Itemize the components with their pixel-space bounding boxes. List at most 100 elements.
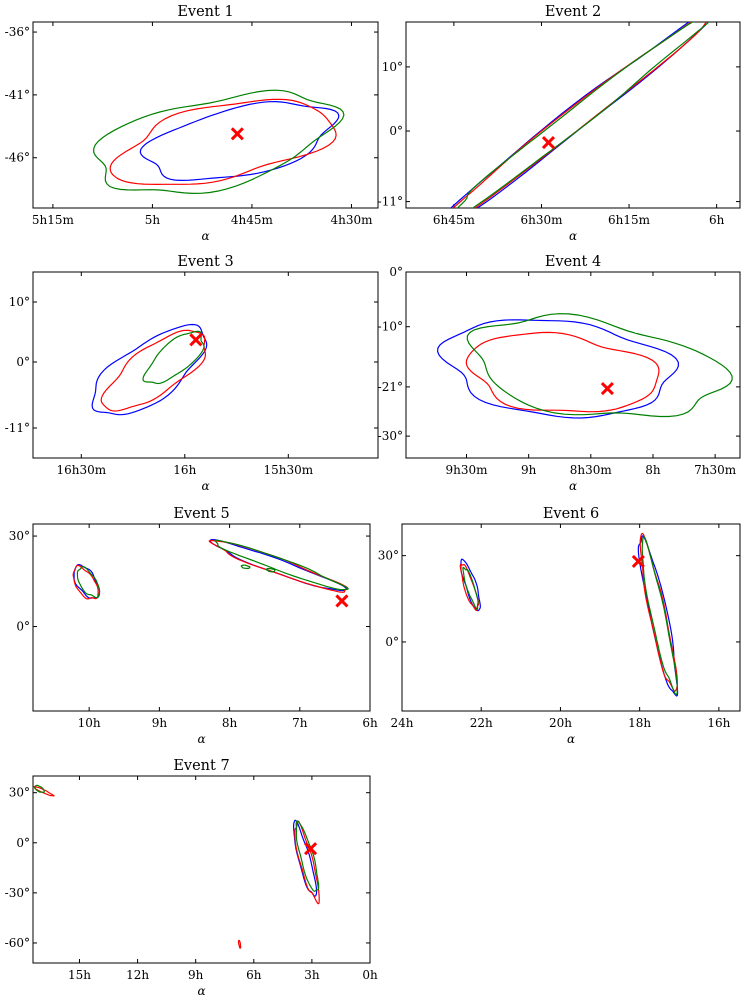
contour-blue (91, 323, 208, 416)
x-tick-label: 5h15m (32, 213, 75, 227)
contours (72, 539, 349, 600)
chart-title: Event 2 (545, 4, 601, 20)
panel-7: Event 7 15h 12h 9h 6h 3h 0h 30° 0° -30° -60° α (5, 758, 378, 998)
plot-frame (401, 523, 741, 712)
contour-green (466, 313, 733, 418)
plot-frame (32, 523, 371, 712)
contour-red (72, 564, 99, 600)
x-tick-label: 9h (521, 463, 537, 477)
chart-title: Event 3 (177, 254, 233, 270)
x-tick-label: 6h (709, 213, 725, 227)
y-tick-label: -21° (378, 380, 403, 394)
y-tick-label: 30° (378, 549, 399, 563)
x-tick-label: 7h30m (694, 463, 737, 477)
x-tick-label: 3h (304, 968, 320, 982)
y-tick-label: -10° (378, 320, 403, 334)
x-tick-label: 6h (246, 968, 262, 982)
chart-title: Event 1 (177, 4, 233, 20)
plot-frame (32, 271, 379, 459)
contour-blue (436, 319, 680, 419)
x-axis-label: α (201, 479, 209, 493)
x-tick-label: 8h (645, 463, 661, 477)
source-marker (600, 381, 614, 396)
x-axis-label: α (569, 479, 577, 493)
contour-red (237, 939, 242, 949)
y-tick-label: -60° (5, 936, 30, 950)
contour-red (465, 331, 660, 413)
marker-stroke (600, 381, 614, 396)
y-tick-label: -46° (5, 151, 30, 165)
y-tick-label: 30° (9, 786, 30, 800)
y-tick-label: 0° (16, 836, 30, 850)
y-tick-label: -11° (5, 421, 30, 435)
x-tick-label: 15h30m (263, 463, 313, 477)
x-tick-label: 8h (222, 716, 238, 730)
marker-stroke (304, 842, 318, 856)
y-tick-label: 10° (382, 60, 403, 74)
panel-6: Event 6 24h 22h 20h 18h 16h 30° 0° α (378, 506, 741, 746)
x-tick-label: 12h (126, 968, 149, 982)
marker-stroke (230, 127, 244, 141)
chart-title: Event 5 (173, 506, 229, 522)
source-marker (631, 554, 645, 568)
x-tick-label: 6h30m (520, 213, 563, 227)
x-tick-label: 9h (152, 716, 168, 730)
source-marker (189, 333, 203, 347)
chart-title: Event 6 (543, 506, 599, 522)
contours (91, 323, 208, 416)
contour-green (93, 89, 345, 195)
contour-green (462, 566, 479, 611)
x-tick-label: 16h30m (56, 463, 106, 477)
panel-3: Event 3 16h30m 16h 15h30m 10° 0° -11° α (5, 254, 379, 493)
x-tick-label: 10h (78, 716, 101, 730)
contours (459, 532, 679, 697)
plot-frame (405, 21, 741, 209)
x-tick-label: 0h (362, 968, 378, 982)
y-tick-label: 10° (9, 295, 30, 309)
y-tick-label: -30° (5, 886, 30, 900)
x-tick-label: 4h30m (330, 213, 373, 227)
contour-green (240, 564, 251, 570)
marker-stroke (189, 333, 203, 347)
x-axis-label: α (197, 984, 205, 998)
y-tick-label: 0° (389, 124, 403, 138)
y-tick-label: 30° (9, 529, 30, 543)
source-marker (335, 594, 349, 608)
x-tick-label: 9h30m (445, 463, 488, 477)
x-tick-label: 22h (470, 716, 493, 730)
x-tick-label: 5h (145, 213, 161, 227)
contour-green (34, 784, 45, 793)
chart-title: Event 4 (545, 254, 601, 270)
y-tick-label: 0° (16, 620, 30, 634)
y-tick-label: 0° (385, 635, 399, 649)
contour-green (295, 820, 320, 892)
contour-green (214, 539, 349, 591)
x-tick-label: 4h45m (231, 213, 274, 227)
source-marker (304, 842, 318, 856)
contour-green (76, 566, 101, 599)
chart-title: Event 7 (173, 758, 229, 774)
contour-red (109, 98, 337, 186)
contour-red (100, 329, 207, 412)
x-tick-label: 6h15m (608, 213, 651, 227)
contours (33, 784, 320, 949)
marker-stroke (541, 136, 556, 150)
y-tick-label: 0° (389, 265, 403, 279)
y-tick-label: 0° (16, 355, 30, 369)
contours (93, 89, 345, 195)
contour-blue (139, 100, 340, 182)
source-marker (230, 127, 244, 141)
plot-frame (32, 21, 379, 209)
contours (449, 22, 710, 208)
marker-stroke (335, 594, 349, 608)
x-tick-label: 7h (292, 716, 308, 730)
x-tick-label: 18h (628, 716, 651, 730)
source-marker (541, 136, 556, 150)
panel-4: Event 4 9h30m 9h 8h30m 8h 7h30m 0° -10° -21° -30°… (378, 254, 741, 493)
panel-1: Event 1 5h15m 5h 4h45m 4h30m -36° -41° -46° α (5, 4, 379, 243)
marker-stroke (631, 554, 645, 568)
x-tick-label: 20h (549, 716, 572, 730)
plot-frame (405, 271, 741, 459)
x-tick-label: 15h (68, 968, 91, 982)
